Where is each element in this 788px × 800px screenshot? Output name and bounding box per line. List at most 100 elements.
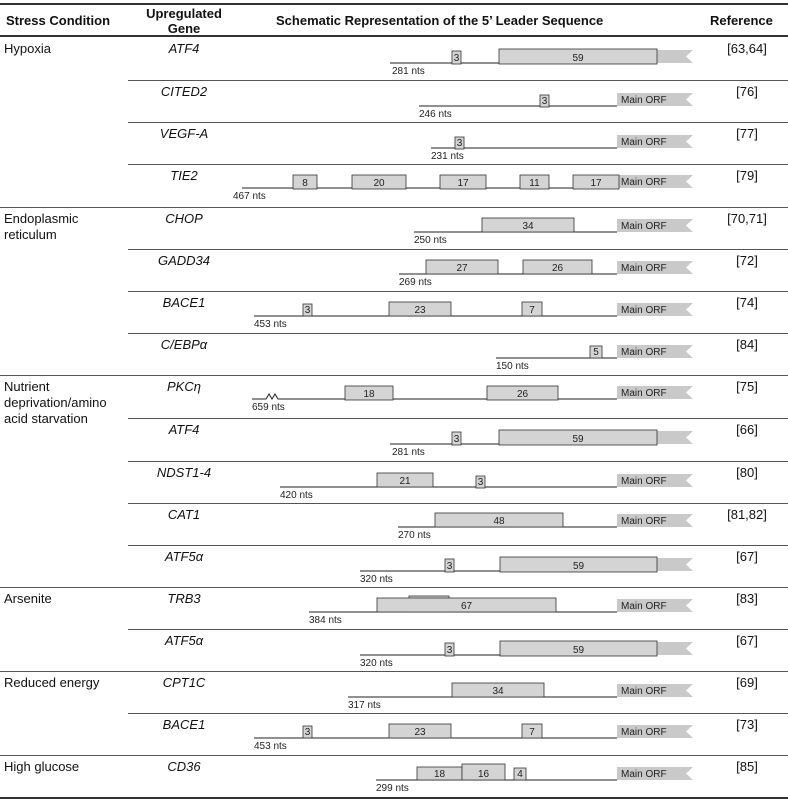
condition-label-line: acid starvation [4, 411, 88, 426]
uorf-length-label: 27 [456, 263, 468, 274]
uorf-box [351, 174, 407, 190]
reference: [83] [736, 591, 758, 606]
leader-length-label: 453 nts [254, 741, 287, 752]
main-orf-label: Main ORF [621, 388, 667, 399]
uorf-box [344, 385, 394, 401]
uorf-box [388, 301, 452, 317]
reference: [76] [736, 84, 758, 99]
main-orf-arrow [617, 767, 693, 780]
uorf-length-label: 3 [305, 305, 311, 316]
row-separator [128, 291, 788, 292]
condition-label-line: Arsenite [4, 591, 52, 606]
main-orf-label: Main ORF [621, 769, 667, 780]
main-orf-label: Main ORF [621, 347, 667, 358]
uorf-length-label: 20 [373, 178, 385, 189]
reference: [84] [736, 337, 758, 352]
row-separator [128, 80, 788, 81]
uorf-box [513, 767, 527, 781]
main-orf-label: Main ORF [621, 221, 667, 232]
schematic-row: Main ORF 453 nts 3 23 7 [254, 723, 693, 752]
header-upregulated-gene: Upregulated Gene [128, 6, 240, 36]
condition-label: Endoplasmic reticulum [4, 211, 134, 243]
gene-name: CPT1C [162, 675, 206, 690]
uorf-box [486, 385, 559, 401]
group-separator [0, 375, 788, 376]
uorf-length-label: 34 [522, 221, 534, 232]
row-separator [128, 503, 788, 504]
leader-length-label: 250 nts [414, 235, 447, 246]
uorf-length-label: 23 [414, 305, 426, 316]
uorf-length-label: 18 [363, 389, 375, 400]
uorf-length-label: 3 [478, 477, 484, 488]
leader-length-label: 467 nts [233, 191, 266, 202]
main-orf-arrow [617, 386, 693, 399]
leader-length-label: 659 nts [252, 402, 285, 413]
uorf-length-label: 7 [529, 305, 535, 316]
gene-name: BACE1 [162, 717, 206, 732]
uorf-length-label: 59 [573, 645, 585, 656]
uorf-length-label: 11 [529, 178, 540, 189]
header-upregulated-line1: Upregulated [146, 6, 222, 21]
schematic-row: Main ORF 246 nts 3 [419, 93, 693, 120]
uorf-length-label: 3 [305, 727, 311, 738]
uorf-length-label: 23 [414, 727, 426, 738]
uorf-box [376, 472, 434, 488]
main-orf-arrow [617, 345, 693, 358]
uorf-length-label: 59 [572, 434, 584, 445]
uorf-box [498, 48, 658, 65]
header-bottom-rule [0, 35, 788, 37]
row-separator [128, 122, 788, 123]
leader-length-label: 320 nts [360, 574, 393, 585]
uorf-box [444, 558, 455, 573]
uorf-length-label: 21 [399, 476, 411, 487]
reference: [85] [736, 759, 758, 774]
main-orf-arrow [617, 261, 693, 274]
condition-label-line: Nutrient [4, 379, 50, 394]
gene-name: CITED2 [160, 84, 208, 99]
leader-length-label: 299 nts [376, 783, 409, 794]
uorf-length-label: 3 [447, 561, 453, 572]
reference: [66] [736, 422, 758, 437]
uorf-box [498, 429, 658, 446]
group-separator [0, 671, 788, 672]
row-separator [128, 164, 788, 165]
reference: [80] [736, 465, 758, 480]
leader-length-label: 317 nts [348, 700, 381, 711]
schematic-row: Main ORF 420 nts 21 3 [280, 472, 693, 501]
condition-label-line: deprivation/amino [4, 395, 107, 410]
schematic-row: Main ORF 231 nts 3 [431, 135, 693, 162]
uorf-length-label: 3 [542, 96, 548, 107]
reference: [81,82] [727, 507, 767, 522]
uorf-length-label: 3 [454, 53, 460, 64]
header-reference: Reference [710, 13, 773, 28]
leader-length-label: 384 nts [309, 615, 342, 626]
uorf-box [481, 217, 575, 233]
schematic-row: Main ORF 659 nts 18 26 [252, 385, 693, 413]
uorf-box [434, 512, 564, 528]
main-orf-label: Main ORF [621, 601, 667, 612]
row-separator [128, 418, 788, 419]
schematic-row: Main ORF 250 nts 34 [414, 217, 693, 246]
uorf-box [451, 682, 545, 698]
row-separator [128, 333, 788, 334]
uorf-box [451, 50, 462, 65]
uorf-length-label: 18 [434, 769, 446, 780]
uorf-length-label: 3 [447, 645, 453, 656]
gene-name: TIE2 [170, 168, 198, 183]
leader-line [252, 393, 617, 400]
uorf-box [539, 94, 550, 108]
group-separator [0, 587, 788, 588]
gene-name: NDST1-4 [156, 465, 212, 480]
condition-label-line: Reduced energy [4, 675, 100, 690]
main-orf-arrow [617, 599, 693, 612]
uorf-box [499, 556, 658, 573]
gene-name: VEGF-A [159, 126, 209, 141]
uorf-box [444, 642, 455, 657]
main-orf-label: Main ORF [621, 686, 667, 697]
main-orf-label: Main ORF [621, 263, 667, 274]
leader-length-label: 269 nts [399, 277, 432, 288]
gene-name: GADD34 [157, 253, 211, 268]
gene-name: BACE1 [162, 295, 206, 310]
